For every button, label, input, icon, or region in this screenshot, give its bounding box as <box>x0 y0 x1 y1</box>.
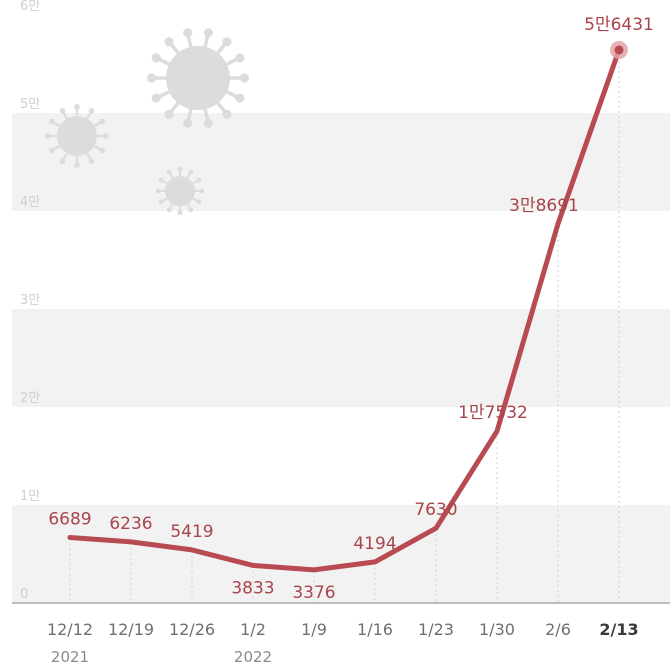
year-label: 2022 <box>234 648 272 666</box>
data-label: 3만8691 <box>509 196 579 216</box>
data-label: 4194 <box>353 534 396 554</box>
x-axis: 12/12 2021 12/19 12/26 1/2 2022 1/9 1/16 1/23 1/3… <box>47 620 639 666</box>
year-label: 2021 <box>51 648 89 666</box>
y-tick-label: 6만 <box>20 0 40 14</box>
data-label: 3833 <box>231 578 274 598</box>
x-tick-label: 1/9 <box>301 620 327 639</box>
virus-icon <box>45 104 109 168</box>
virus-icon <box>155 166 205 216</box>
x-tick-label: 1/2 <box>240 620 266 639</box>
x-tick-label: 12/26 <box>169 620 215 639</box>
y-tick-label: 0 <box>20 587 28 602</box>
x-tick-label: 12/12 <box>47 620 93 639</box>
y-tick-label: 3만 <box>20 293 40 308</box>
grid-band <box>12 505 670 603</box>
grid-band <box>12 113 670 211</box>
x-tick-label: 2/13 <box>599 620 638 639</box>
x-tick-label: 1/16 <box>357 620 393 639</box>
x-tick-label: 1/30 <box>479 620 515 639</box>
data-label: 6689 <box>48 509 91 529</box>
vertical-guides <box>69 55 620 603</box>
data-label: 6236 <box>109 514 152 534</box>
data-labels: 6689 6236 5419 3833 3376 4194 7630 1만7532 3만8691… <box>48 15 654 603</box>
x-tick-label: 12/19 <box>108 620 154 639</box>
y-tick-label: 1만 <box>20 489 40 504</box>
y-axis: 0 1만 2만 3만 4만 5만 6만 <box>20 0 40 602</box>
data-points <box>610 40 628 59</box>
virus-icons <box>45 28 249 216</box>
data-label: 3376 <box>292 583 335 603</box>
data-label: 1만7532 <box>458 403 528 423</box>
data-label: 5419 <box>170 522 213 542</box>
highlight-point-core <box>614 45 624 55</box>
x-tick-label: 1/23 <box>418 620 454 639</box>
data-label: 5만6431 <box>584 15 654 35</box>
x-tick-label: 2/6 <box>545 620 571 639</box>
grid-bands <box>12 113 670 603</box>
y-tick-label: 5만 <box>20 97 40 112</box>
data-label: 7630 <box>414 500 457 520</box>
virus-icon <box>147 28 249 128</box>
series-line <box>67 47 622 573</box>
y-tick-label: 2만 <box>20 391 40 406</box>
y-tick-label: 4만 <box>20 195 40 210</box>
grid-band <box>12 309 670 407</box>
